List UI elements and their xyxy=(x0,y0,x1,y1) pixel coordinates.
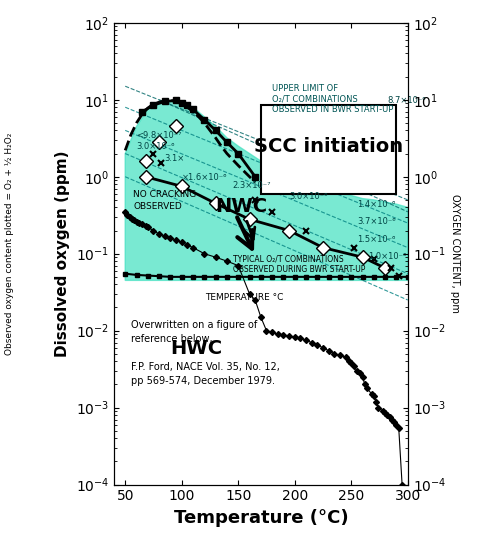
Text: TYPICAL O₂/T COMBINATIONS
OBSERVED DURING BWR START-UP: TYPICAL O₂/T COMBINATIONS OBSERVED DURIN… xyxy=(232,255,365,274)
FancyBboxPatch shape xyxy=(261,105,396,194)
Text: <9.8×10⁻⁷
3.0×10⁻⁶: <9.8×10⁻⁷ 3.0×10⁻⁶ xyxy=(136,132,182,151)
Text: TEMPERATURE °C: TEMPERATURE °C xyxy=(204,293,283,302)
Text: SCC initiation: SCC initiation xyxy=(254,137,403,156)
Text: Overwritten on a figure of
reference below,

F.P. Ford, NACE Vol. 35, No. 12,
pp: Overwritten on a figure of reference bel… xyxy=(131,320,280,386)
Text: HWC: HWC xyxy=(170,339,222,358)
Text: NO CRACKING
OBSERVED: NO CRACKING OBSERVED xyxy=(133,190,196,211)
Text: 2.3×10⁻⁷: 2.3×10⁻⁷ xyxy=(232,180,271,190)
Y-axis label: Dissolved oxygen (ppm): Dissolved oxygen (ppm) xyxy=(55,151,70,357)
Text: 3.7×10⁻⁶: 3.7×10⁻⁶ xyxy=(357,217,396,227)
Text: Observed oxygen content plotted = O₂ + ½ H₂O₂: Observed oxygen content plotted = O₂ + ½… xyxy=(6,133,15,355)
Text: 3.1×: 3.1× xyxy=(165,154,185,163)
X-axis label: Temperature (°C): Temperature (°C) xyxy=(174,509,348,527)
Polygon shape xyxy=(125,100,408,280)
Text: 3.0×10⁻⁶: 3.0×10⁻⁶ xyxy=(289,191,328,201)
Text: NWC: NWC xyxy=(216,197,268,240)
Text: ×1.6×10⁻⁶: ×1.6×10⁻⁶ xyxy=(182,172,227,182)
Text: UPPER LIMIT OF
O₂/T COMBINATIONS
OBSERVED IN BWR START-UP: UPPER LIMIT OF O₂/T COMBINATIONS OBSERVE… xyxy=(272,84,394,114)
Text: 1.5×10⁻⁶: 1.5×10⁻⁶ xyxy=(357,235,396,244)
Text: 1.4×10⁻⁶: 1.4×10⁻⁶ xyxy=(357,201,396,209)
Y-axis label: OXYGEN CONTENT, ppm: OXYGEN CONTENT, ppm xyxy=(450,194,460,313)
Text: 8.7×10⁻⁶: 8.7×10⁻⁶ xyxy=(388,96,426,105)
Text: 1.0×10⁻⁶: 1.0×10⁻⁶ xyxy=(368,252,406,261)
